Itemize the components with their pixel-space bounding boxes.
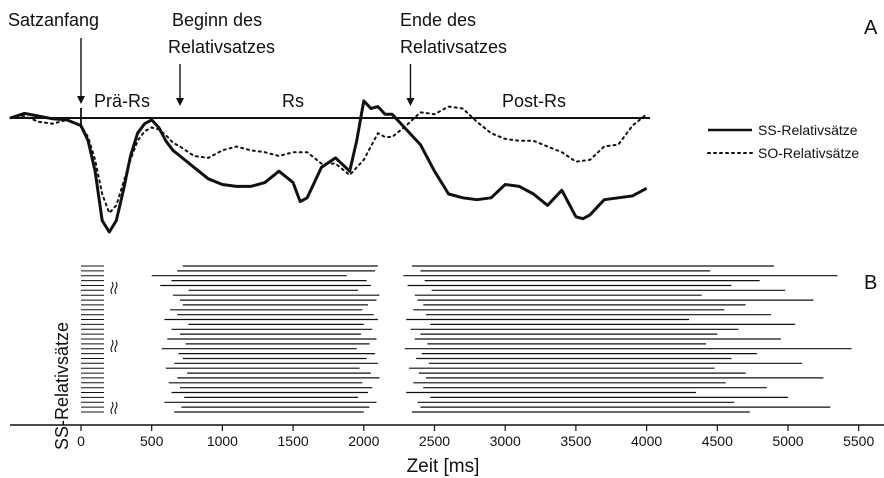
axis-break-mark bbox=[110, 339, 114, 353]
x-tick-label: 4000 bbox=[631, 433, 662, 449]
x-ticks: 0 500 1000 1500 2000 2500 3000 3500 4000 4500 5000… bbox=[77, 425, 874, 449]
arrow-beginn-head bbox=[175, 98, 184, 106]
x-tick-label: 5000 bbox=[772, 433, 803, 449]
annotation-beginn-line1: Beginn des bbox=[172, 10, 262, 30]
x-tick-label: 3500 bbox=[560, 433, 591, 449]
x-tick-label: 5500 bbox=[843, 433, 874, 449]
x-axis: 0 500 1000 1500 2000 2500 3000 3500 4000 4500 5000… bbox=[10, 424, 884, 477]
axis-break-mark bbox=[114, 401, 118, 415]
x-tick-label: 2500 bbox=[419, 433, 450, 449]
raster-ylabel: SS-Relativsätze bbox=[52, 322, 72, 450]
segment-label-prae-rs: Prä-Rs bbox=[94, 91, 150, 111]
panel-label-a: A bbox=[864, 17, 878, 39]
axis-break-mark bbox=[114, 281, 118, 295]
x-tick-label: 4500 bbox=[702, 433, 733, 449]
arrow-ende-head bbox=[406, 98, 415, 106]
segment-label-post-rs: Post-Rs bbox=[502, 91, 566, 111]
legend: SS-Relativsätze SO-Relativsätze bbox=[707, 122, 859, 161]
annotation-ende-line2: Relativsatzes bbox=[400, 37, 507, 57]
x-axis-label: Zeit [ms] bbox=[407, 456, 480, 477]
raster-rows bbox=[81, 265, 852, 413]
x-tick-label: 500 bbox=[140, 433, 164, 449]
x-tick-label: 1500 bbox=[278, 433, 309, 449]
series-line-ss bbox=[9, 99, 648, 234]
axis-break-marks bbox=[110, 281, 118, 415]
annotation-ende-line1: Ende des bbox=[400, 10, 476, 30]
panel-a bbox=[9, 99, 650, 234]
axis-break-mark bbox=[110, 401, 114, 415]
segment-label-rs: Rs bbox=[282, 91, 304, 111]
axis-break-mark bbox=[114, 339, 118, 353]
x-tick-label: 2000 bbox=[348, 433, 379, 449]
annotation-arrows bbox=[77, 38, 415, 128]
series-line-so bbox=[9, 105, 648, 215]
annotation-beginn-line2: Relativsatzes bbox=[168, 37, 275, 57]
annotation-satzanfang: Satzanfang bbox=[8, 10, 99, 30]
x-tick-label: 1000 bbox=[207, 433, 238, 449]
x-tick-label: 3000 bbox=[490, 433, 521, 449]
legend-label-ss: SS-Relativsätze bbox=[758, 122, 858, 138]
panel-label-b: B bbox=[864, 272, 877, 294]
x-tick-label: 0 bbox=[77, 433, 85, 449]
axis-break-mark bbox=[110, 281, 114, 295]
legend-label-so: SO-Relativsätze bbox=[758, 145, 859, 161]
arrow-satzanfang-head bbox=[77, 96, 85, 104]
panel-b: SS-Relativsätze bbox=[52, 265, 852, 450]
